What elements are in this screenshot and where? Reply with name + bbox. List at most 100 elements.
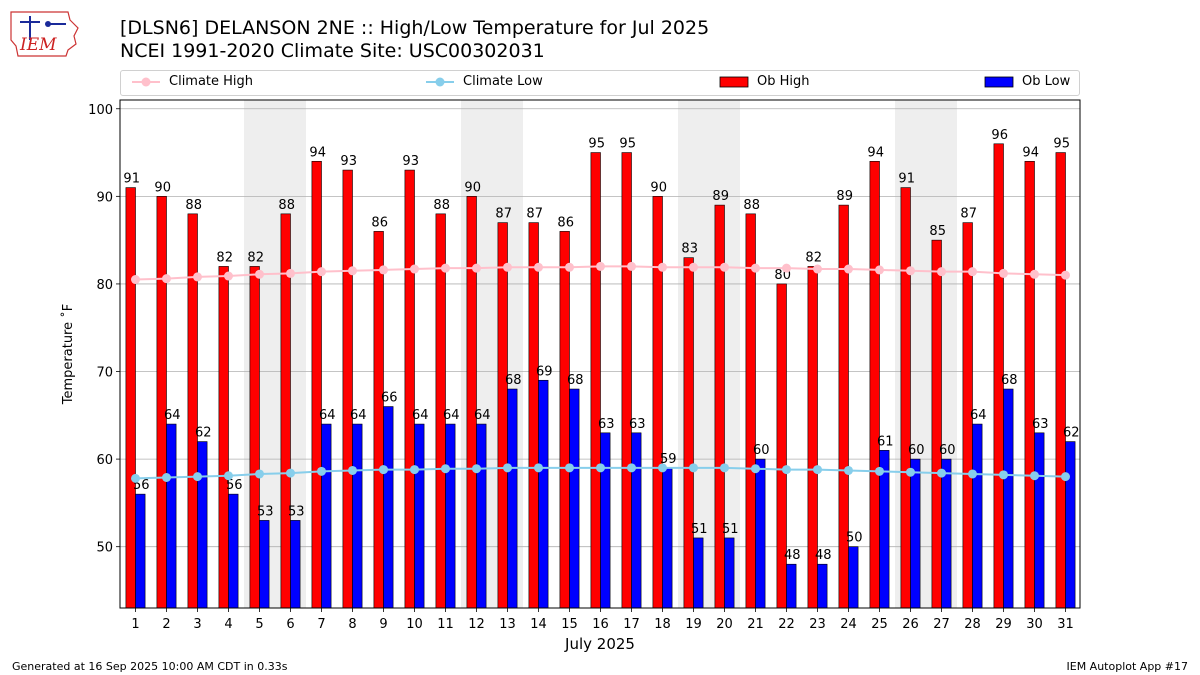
ob-high-swatch (719, 76, 749, 87)
ob-low-bar (631, 432, 642, 609)
x-tick-label: 28 (964, 617, 981, 632)
ob-high-label: 87 (526, 207, 543, 222)
ob-low-bar (135, 493, 146, 609)
ob-high-bar (404, 169, 415, 609)
x-tick-label: 25 (871, 617, 888, 632)
ob-low-bar (786, 563, 797, 609)
climate-high-point (1030, 269, 1039, 279)
x-tick-label: 8 (348, 617, 356, 632)
app-footer: IEM Autoplot App #17 (1066, 660, 1189, 673)
ob-low-label: 56 (226, 478, 243, 493)
ob-high-label: 93 (402, 154, 419, 169)
ob-low-bar (600, 432, 611, 609)
ob-low-label: 63 (629, 417, 646, 432)
legend-item-climate-high: Climate High (131, 74, 253, 89)
x-tick-label: 16 (592, 617, 609, 632)
iem-logo: IEM (8, 6, 82, 58)
climate-low-point (844, 465, 853, 475)
climate-high-point (441, 263, 450, 273)
ob-high-bar (683, 257, 694, 609)
y-tick-label: 50 (96, 541, 113, 556)
climate-high-point (317, 267, 326, 277)
ob-low-label: 51 (691, 522, 708, 537)
chart-subtitle: NCEI 1991-2020 Climate Site: USC00302031 (120, 40, 545, 62)
climate-high-point (906, 266, 915, 276)
climate-low-point (162, 472, 171, 482)
ob-low-bar (538, 379, 549, 609)
climate-low-point (224, 471, 233, 481)
ob-low-bar (972, 423, 983, 609)
ob-high-bar (125, 187, 136, 609)
ob-high-label: 95 (588, 137, 605, 152)
ob-low-label: 64 (443, 408, 460, 423)
ob-high-label: 83 (681, 242, 698, 257)
climate-high-point (255, 269, 264, 279)
ob-low-bar (724, 537, 735, 609)
y-tick-label: 70 (96, 366, 113, 381)
climate-low-point (782, 465, 791, 475)
ob-high-bar (466, 196, 477, 609)
climate-low-point (472, 464, 481, 474)
ob-high-bar (373, 231, 384, 609)
ob-high-bar (249, 266, 260, 609)
ob-high-label: 89 (712, 189, 729, 204)
climate-low-point (534, 463, 543, 473)
ob-low-label: 64 (474, 408, 491, 423)
climate-low-point (193, 472, 202, 482)
x-tick-label: 24 (840, 617, 857, 632)
ob-high-label: 94 (309, 145, 326, 160)
climate-high-point (503, 262, 512, 272)
ob-low-bar (321, 423, 332, 609)
ob-low-label: 64 (412, 408, 429, 423)
ob-high-label: 82 (247, 250, 264, 265)
ob-high-label: 88 (185, 198, 202, 213)
climate-low-point (751, 464, 760, 474)
climate-low-point (1030, 471, 1039, 481)
climate-low-swatch (426, 77, 454, 86)
ob-low-label: 69 (536, 364, 553, 379)
climate-low-point (317, 466, 326, 476)
ob-low-label: 64 (350, 408, 367, 423)
ob-high-label: 88 (278, 198, 295, 213)
climate-high-point (875, 265, 884, 275)
ob-high-label: 96 (991, 128, 1008, 143)
ob-low-label: 62 (1063, 426, 1080, 441)
climate-high-point (224, 271, 233, 281)
ob-low-label: 63 (598, 417, 615, 432)
climate-low-point (286, 468, 295, 478)
climate-high-point (844, 264, 853, 274)
ob-high-label: 89 (836, 189, 853, 204)
ob-low-bar (1034, 432, 1045, 609)
ob-low-bar (383, 406, 394, 609)
climate-low-point (503, 463, 512, 473)
ob-high-label: 82 (216, 250, 233, 265)
climate-low-point (596, 463, 605, 473)
x-tick-label: 30 (1026, 617, 1043, 632)
ob-low-bar (848, 546, 859, 609)
ob-low-bar (1003, 388, 1014, 609)
climate-high-point (720, 262, 729, 272)
ob-high-bar (590, 152, 601, 609)
ob-low-bar (569, 388, 580, 609)
y-axis-label: Temperature ˚F (60, 304, 76, 405)
ob-low-bar (910, 458, 921, 609)
x-tick-label: 23 (809, 617, 826, 632)
ob-low-label: 60 (753, 443, 770, 458)
ob-low-label: 68 (567, 373, 584, 388)
climate-high-point (596, 261, 605, 271)
x-tick-label: 22 (778, 617, 795, 632)
ob-high-label: 91 (898, 172, 915, 187)
x-tick-label: 21 (747, 617, 764, 632)
ob-high-bar (1055, 152, 1066, 609)
ob-high-bar (528, 222, 539, 609)
ob-high-label: 90 (154, 180, 171, 195)
x-tick-label: 29 (995, 617, 1012, 632)
ob-low-bar (414, 423, 425, 609)
x-tick-label: 12 (468, 617, 485, 632)
ob-high-bar (559, 231, 570, 609)
ob-high-label: 91 (123, 172, 140, 187)
ob-low-bar (941, 458, 952, 609)
climate-low-point (720, 463, 729, 473)
legend-item-climate-low: Climate Low (425, 74, 543, 89)
